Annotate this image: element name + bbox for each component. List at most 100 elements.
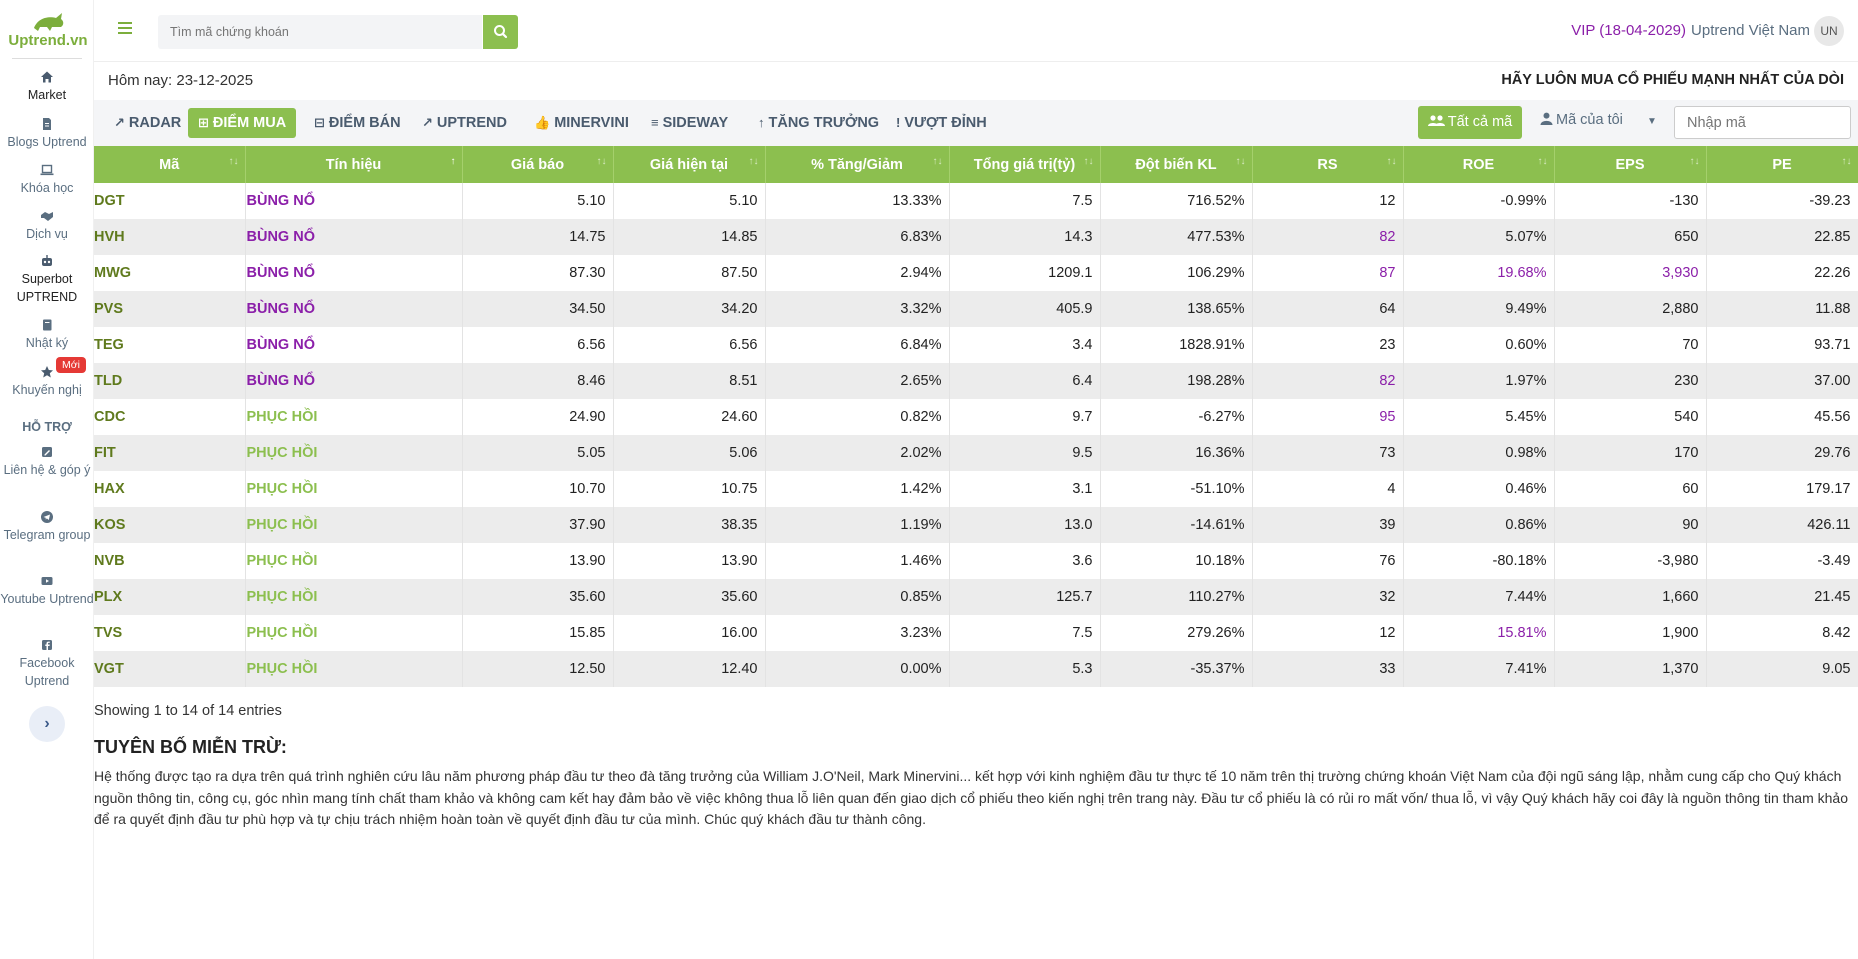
table-row[interactable]: TEG BÙNG NỔ 6.56 6.56 6.84% 3.4 1828.91% 23 0.60… [94,327,1858,363]
table-row[interactable]: PVS BÙNG NỔ 34.50 34.20 3.32% 405.9 138.65% 64 9… [94,291,1858,327]
search-input[interactable] [158,15,482,49]
stock-code[interactable]: KOS [94,507,246,543]
stock-code[interactable]: CDC [94,399,246,435]
sidebar-item-contact[interactable]: Liên hệ & góp ý [0,445,94,479]
users-icon [1427,115,1445,126]
sidebar-item-blogs[interactable]: Blogs Uptrend [0,117,94,151]
sidebar-item-market[interactable]: Market [0,70,94,104]
column-header[interactable]: Giá hiện tại ↑↓ [613,146,766,183]
table-row[interactable]: DGT BÙNG NỔ 5.10 5.10 13.33% 7.5 716.52% 12 -0.9… [94,183,1858,219]
table-cell: 198.28% [1100,363,1253,399]
sidebar-item-facebook[interactable]: Facebook Uptrend [0,638,94,690]
stock-code[interactable]: TEG [94,327,246,363]
sort-icon: ↑↓ [1083,156,1094,167]
tab-sideway[interactable]: ≡ SIDEWAY [641,108,738,138]
sidebar-item-services[interactable]: Dịch vụ [0,209,94,243]
stock-code[interactable]: HVH [94,219,246,255]
user-name[interactable]: Uptrend Việt Nam [1691,22,1810,39]
stock-code[interactable]: VGT [94,651,246,687]
column-label: Tín hiệu [325,156,382,173]
table-row[interactable]: CDC PHỤC HỒI 24.90 24.60 0.82% 9.7 -6.27% 95 5.4… [94,399,1858,435]
column-header[interactable]: Tín hiệu ↑ [245,146,463,183]
table-cell: 0.85% [765,579,950,615]
thumbs-up-icon: 👍 [534,115,551,130]
table-row[interactable]: VGT PHỤC HỒI 12.50 12.40 0.00% 5.3 -35.37% 33 7.… [94,651,1858,687]
tab-radar[interactable]: ↗ RADAR [104,108,191,138]
sidebar-item-label: Telegram group [3,528,91,542]
stock-code[interactable]: HAX [94,471,246,507]
table-cell: 1.42% [765,471,950,507]
column-header[interactable]: RS ↑↓ [1252,146,1404,183]
table-cell: 34.50 [462,291,614,327]
tab-growth[interactable]: ↑ TĂNG TRƯỞNG [748,108,889,138]
stock-code[interactable]: DGT [94,183,246,219]
column-header[interactable]: PE ↑↓ [1706,146,1858,183]
sidebar-item-courses[interactable]: Khóa học [0,163,94,197]
sidebar-item-youtube[interactable]: Youtube Uptrend [0,574,94,608]
tab-minervini[interactable]: 👍 MINERVINI [524,108,639,138]
column-header[interactable]: Mã ↑↓ [94,146,246,183]
stock-code[interactable]: TVS [94,615,246,651]
stock-code[interactable]: NVB [94,543,246,579]
search-button[interactable] [483,15,518,49]
table-row[interactable]: NVB PHỤC HỒI 13.90 13.90 1.46% 3.6 10.18% 76 -80… [94,543,1858,579]
sort-icon: ↑ [450,156,456,167]
table-cell: -6.27% [1100,399,1253,435]
table-row[interactable]: FIT PHỤC HỒI 5.05 5.06 2.02% 9.5 16.36% 73 0.98%… [94,435,1858,471]
table-row[interactable]: TVS PHỤC HỒI 15.85 16.00 3.23% 7.5 279.26% 12 15… [94,615,1858,651]
sidebar-item-label: Khóa học [20,181,74,195]
sidebar-item-label: Youtube Uptrend [0,592,94,606]
table-cell: 650 [1554,219,1707,255]
sidebar-expand-button[interactable]: › [29,706,65,742]
sort-icon: ↑↓ [1689,156,1700,167]
signal-cell: PHỤC HỒI [245,399,463,435]
table-row[interactable]: HAX PHỤC HỒI 10.70 10.75 1.42% 3.1 -51.10% 4 0.4… [94,471,1858,507]
column-header[interactable]: ROE ↑↓ [1403,146,1555,183]
column-header[interactable]: Tổng giá trị(tỷ) ↑↓ [949,146,1101,183]
signal-cell: BÙNG NỔ [245,219,463,255]
stock-code[interactable]: MWG [94,255,246,291]
menu-icon[interactable] [118,22,132,34]
table-cell: 5.06 [613,435,766,471]
table-cell: 13.90 [462,543,614,579]
handshake-icon [41,212,53,221]
sidebar-item-superbot[interactable]: Superbot UPTREND [0,254,94,306]
avatar[interactable]: UN [1814,16,1844,46]
table-row[interactable]: TLD BÙNG NỔ 8.46 8.51 2.65% 6.4 198.28% 82 1.97%… [94,363,1858,399]
sidebar-item-journal[interactable]: Nhật ký [0,318,94,352]
sidebar-item-recommendations[interactable]: Khuyến nghị [0,365,94,399]
tab-breakout[interactable]: ! VƯỢT ĐỈNH [886,108,997,138]
tab-label: SIDEWAY [662,115,729,131]
table-cell: 7.5 [949,183,1101,219]
my-codes-dropdown[interactable]: Mã của tôi ▼ [1540,112,1657,128]
all-codes-button[interactable]: Tất cả mã [1418,106,1522,139]
column-header[interactable]: Đột biến KL ↑↓ [1100,146,1253,183]
column-header[interactable]: EPS ↑↓ [1554,146,1707,183]
tab-uptrend[interactable]: ↗ UPTREND [412,108,517,138]
table-cell: 87.50 [613,255,766,291]
tab-buy-point[interactable]: ⊞ ĐIỂM MUA [188,108,297,138]
sidebar-item-label: Superbot UPTREND [16,272,78,304]
logo[interactable]: Uptrend.vn [8,10,88,54]
table-cell: 6.84% [765,327,950,363]
table-cell: 9.7 [949,399,1101,435]
table-row[interactable]: HVH BÙNG NỔ 14.75 14.85 6.83% 14.3 477.53% 82 5.… [94,219,1858,255]
table-row[interactable]: PLX PHỤC HỒI 35.60 35.60 0.85% 125.7 110.27% 32… [94,579,1858,615]
table-cell: 12.50 [462,651,614,687]
tab-sell-point[interactable]: ⊟ ĐIỂM BÁN [304,108,411,138]
stock-code[interactable]: PLX [94,579,246,615]
stock-code[interactable]: FIT [94,435,246,471]
stock-code[interactable]: PVS [94,291,246,327]
code-input[interactable] [1674,106,1851,139]
column-header[interactable]: Giá báo ↑↓ [462,146,614,183]
table-row[interactable]: MWG BÙNG NỔ 87.30 87.50 2.94% 1209.1 106.29% 87… [94,255,1858,291]
sidebar-item-label: Blogs Uptrend [7,135,87,149]
sidebar: Uptrend.vn Market Blogs Uptrend Khóa học… [0,0,94,959]
table-cell: 14.75 [462,219,614,255]
sidebar-item-telegram[interactable]: Telegram group [0,510,94,544]
table-cell: 70 [1554,327,1707,363]
stock-code[interactable]: TLD [94,363,246,399]
table-row[interactable]: KOS PHỤC HỒI 37.90 38.35 1.19% 13.0 -14.61% 39 0… [94,507,1858,543]
sort-icon: ↑↓ [596,156,607,167]
column-header[interactable]: % Tăng/Giảm ↑↓ [765,146,950,183]
